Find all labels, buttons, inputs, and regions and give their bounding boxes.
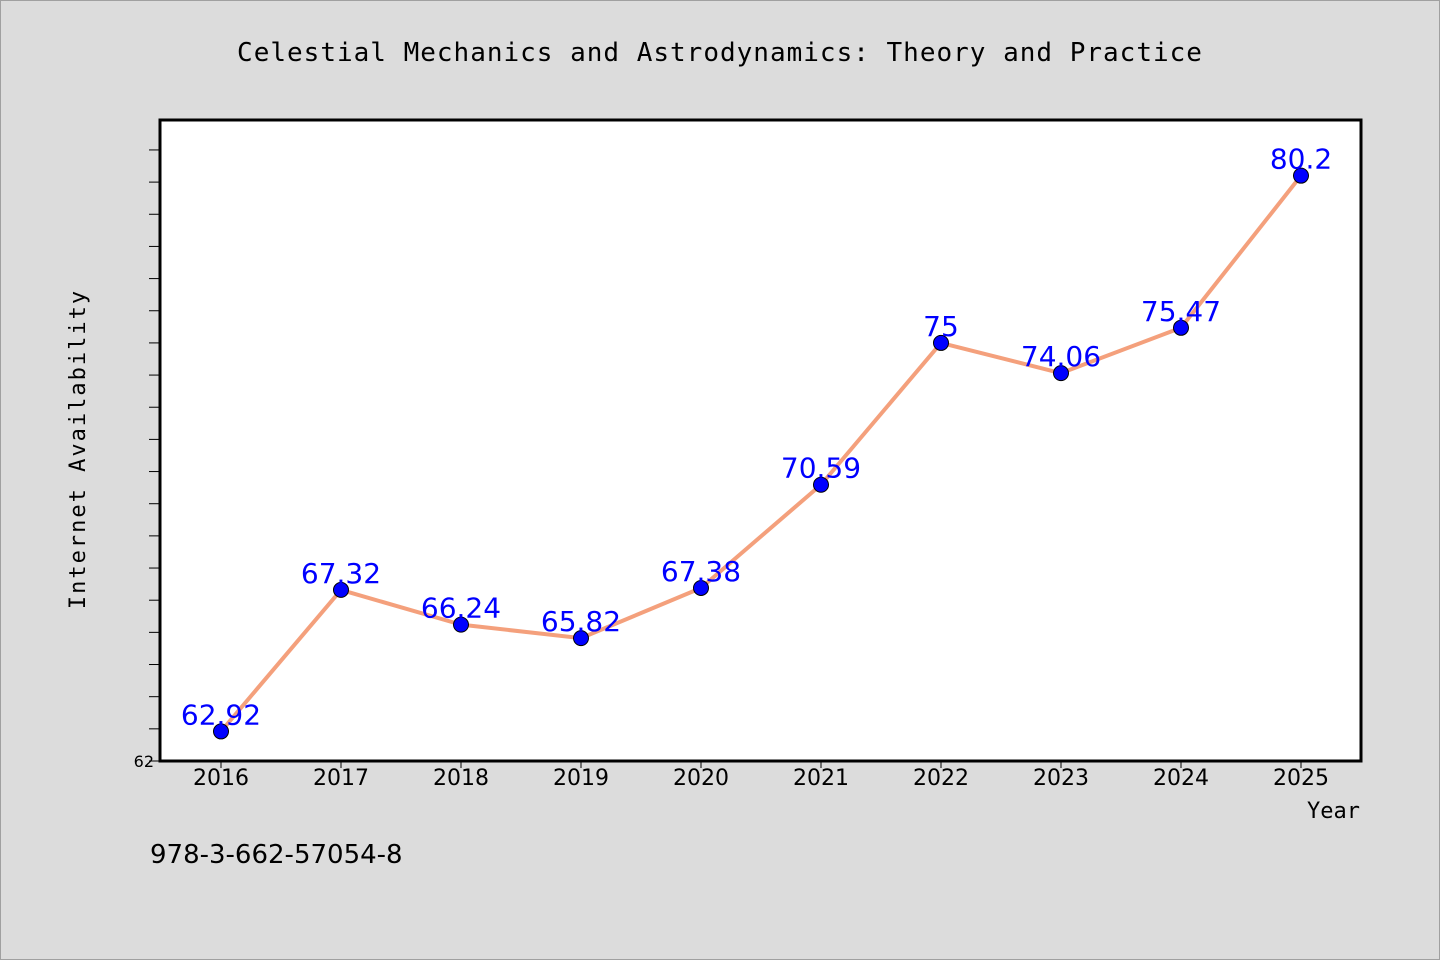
data-point-marker <box>573 630 589 647</box>
data-value-label: 75.47 <box>1141 295 1221 328</box>
isbn-annotation: 978-3-662-57054-8 <box>150 840 403 870</box>
data-point-marker <box>693 579 709 596</box>
y-axis-label: Internet Availability <box>66 289 91 609</box>
data-value-label: 62.92 <box>181 698 261 731</box>
x-tick-label: 2024 <box>1153 766 1209 791</box>
x-tick-label: 2016 <box>193 766 249 791</box>
x-tick-label: 2021 <box>793 766 849 791</box>
data-value-label: 80.2 <box>1270 143 1332 176</box>
x-tick-label: 2025 <box>1273 766 1329 791</box>
x-tick-label: 2018 <box>433 766 489 791</box>
data-point-marker <box>1173 319 1189 336</box>
data-value-label: 67.38 <box>661 555 741 588</box>
data-point-marker <box>453 616 469 633</box>
x-tick-label: 2022 <box>913 766 969 791</box>
data-label-group: 62.92 67.32 66.24 65.82 67.38 70.59 75 74.06 75.… <box>181 143 1332 732</box>
data-value-label: 67.32 <box>301 557 381 590</box>
data-value-label: 66.24 <box>421 592 501 625</box>
data-value-label: 65.82 <box>541 605 621 638</box>
data-value-label: 74.06 <box>1021 340 1101 373</box>
x-tick-label: 2023 <box>1033 766 1089 791</box>
x-tick-label: 2020 <box>673 766 729 791</box>
plot-area <box>158 118 1363 763</box>
series-line-group <box>219 173 1303 734</box>
data-point-marker <box>213 723 229 740</box>
data-value-label: 75 <box>923 310 959 343</box>
chart-title: Celestial Mechanics and Astrodynamics: T… <box>237 38 1203 68</box>
x-tick-label: 2017 <box>313 766 369 791</box>
y-tick-label: 62 <box>134 752 154 771</box>
data-point-marker <box>1293 167 1309 184</box>
data-point-marker <box>813 476 829 493</box>
x-axis-label: Year <box>1307 799 1360 824</box>
data-point-marker <box>333 581 349 598</box>
x-axis-ticks: 2016 2017 2018 2019 2020 2021 2022 2023 2024 2025 <box>193 762 1329 791</box>
x-tick-label: 2019 <box>553 766 609 791</box>
data-value-label: 70.59 <box>781 452 861 485</box>
marker-group <box>213 167 1309 740</box>
y-axis-ticks: 62 <box>134 149 159 771</box>
data-point-marker <box>1053 365 1069 382</box>
series-line <box>219 173 1303 734</box>
data-point-marker <box>933 334 949 351</box>
